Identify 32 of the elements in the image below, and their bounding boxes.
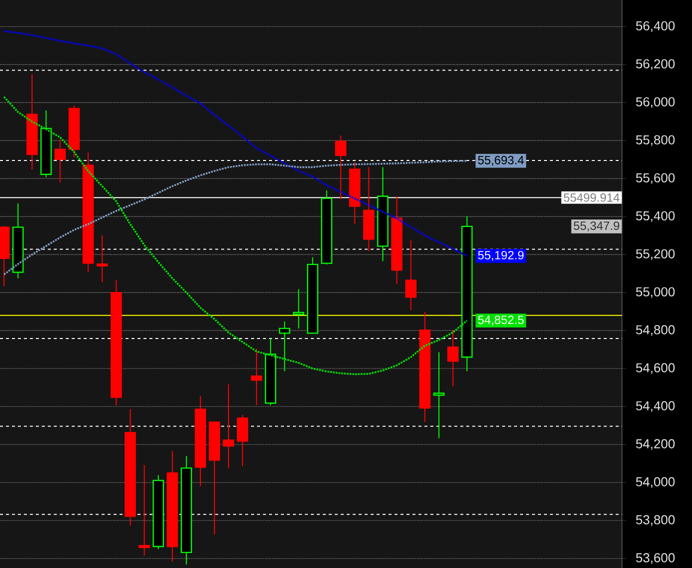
y-tick-label: 55,200 xyxy=(636,249,675,260)
candlestick xyxy=(292,288,304,329)
y-tick-label: 54,200 xyxy=(636,439,675,450)
y-tick-label: 54,800 xyxy=(636,325,675,336)
data-label: 55,192.9 xyxy=(478,250,524,261)
y-tick-label: 56,400 xyxy=(636,21,675,32)
y-tick-label: 56,200 xyxy=(636,59,675,70)
candlestick xyxy=(222,384,234,469)
candlestick xyxy=(54,138,66,183)
y-tick-label: 53,800 xyxy=(636,515,675,526)
candlestick xyxy=(405,240,417,311)
candlestick xyxy=(447,330,459,387)
y-tick-label: 56,000 xyxy=(636,97,675,108)
candlestick xyxy=(335,134,346,200)
candlestick xyxy=(96,234,108,283)
y-tick-label: 54,000 xyxy=(636,477,675,488)
text: 55,347.9 xyxy=(574,222,620,232)
data-label: 54,852.5 xyxy=(478,316,524,326)
candlestick xyxy=(236,414,248,467)
data-label: 55,693.4 xyxy=(478,156,524,166)
y-tick-label: 55,400 xyxy=(636,211,675,222)
y-tick-label: 55,000 xyxy=(636,287,675,298)
y-tick-label: 55,800 xyxy=(636,135,675,146)
ref-line-label: 55499.914 xyxy=(564,193,620,202)
y-tick-label: 54,600 xyxy=(636,363,675,374)
candlestick xyxy=(250,348,262,406)
y-tick-label: 53,600 xyxy=(636,553,675,564)
y-tick-label: 55,600 xyxy=(636,173,675,184)
candlestick xyxy=(278,320,290,372)
candlestick xyxy=(433,352,445,439)
candlestick xyxy=(138,464,150,556)
y-tick-label: 54,400 xyxy=(636,401,675,412)
